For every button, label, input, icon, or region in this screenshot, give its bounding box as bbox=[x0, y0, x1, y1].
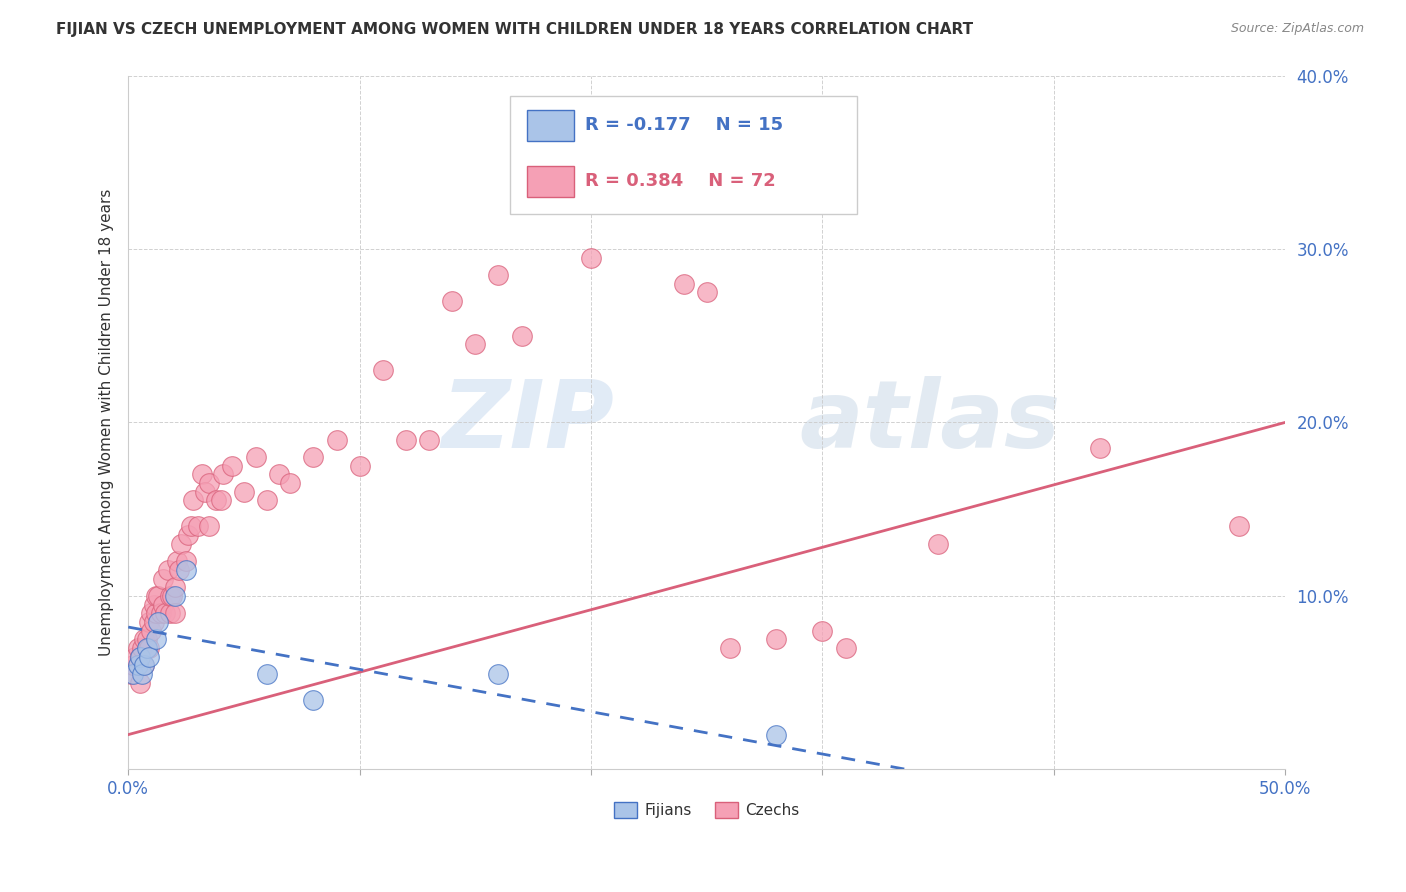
Point bbox=[510, 328, 533, 343]
Point bbox=[155, 606, 177, 620]
Point bbox=[152, 598, 174, 612]
Point bbox=[765, 632, 787, 647]
Y-axis label: Unemployment Among Women with Children Under 18 years: Unemployment Among Women with Children U… bbox=[100, 189, 114, 657]
Point bbox=[163, 589, 186, 603]
Point bbox=[170, 537, 193, 551]
Point bbox=[148, 615, 170, 629]
Point bbox=[163, 606, 186, 620]
Point bbox=[371, 363, 394, 377]
Point bbox=[811, 624, 834, 638]
Point bbox=[156, 563, 179, 577]
Text: atlas: atlas bbox=[799, 376, 1060, 468]
Point bbox=[124, 649, 146, 664]
Point bbox=[138, 615, 160, 629]
Point bbox=[1088, 442, 1111, 456]
Point bbox=[302, 450, 325, 464]
Point bbox=[131, 640, 153, 655]
Point bbox=[834, 640, 856, 655]
Point bbox=[198, 519, 221, 533]
Point bbox=[557, 181, 579, 195]
Point bbox=[194, 484, 217, 499]
Point bbox=[138, 640, 160, 655]
Point bbox=[464, 337, 486, 351]
Point bbox=[177, 528, 200, 542]
Point bbox=[145, 589, 167, 603]
Text: Source: ZipAtlas.com: Source: ZipAtlas.com bbox=[1230, 22, 1364, 36]
Point bbox=[349, 458, 371, 473]
Point bbox=[325, 433, 347, 447]
Point bbox=[160, 589, 183, 603]
Point bbox=[131, 667, 153, 681]
Point bbox=[221, 458, 243, 473]
Point bbox=[191, 467, 214, 482]
Point bbox=[166, 554, 188, 568]
Point bbox=[278, 476, 301, 491]
Point bbox=[579, 251, 602, 265]
Point bbox=[135, 640, 157, 655]
Point bbox=[142, 615, 165, 629]
Text: FIJIAN VS CZECH UNEMPLOYMENT AMONG WOMEN WITH CHILDREN UNDER 18 YEARS CORRELATIO: FIJIAN VS CZECH UNEMPLOYMENT AMONG WOMEN… bbox=[56, 22, 973, 37]
Point bbox=[488, 268, 510, 282]
Point bbox=[134, 658, 156, 673]
Point bbox=[927, 537, 949, 551]
Point bbox=[128, 649, 150, 664]
Point bbox=[134, 658, 156, 673]
Point bbox=[145, 632, 167, 647]
Point bbox=[148, 589, 170, 603]
Point bbox=[267, 467, 290, 482]
Point bbox=[159, 606, 181, 620]
Point bbox=[174, 554, 197, 568]
Bar bbox=[527, 166, 574, 197]
Text: R = -0.177    N = 15: R = -0.177 N = 15 bbox=[585, 117, 783, 135]
Point bbox=[152, 572, 174, 586]
Legend: Fijians, Czechs: Fijians, Czechs bbox=[607, 796, 806, 824]
Point bbox=[765, 728, 787, 742]
Point bbox=[122, 658, 145, 673]
Point bbox=[672, 277, 695, 291]
Point bbox=[626, 137, 648, 152]
Point bbox=[142, 598, 165, 612]
Point bbox=[418, 433, 440, 447]
Point bbox=[233, 484, 256, 499]
Point bbox=[395, 433, 418, 447]
Point bbox=[120, 667, 142, 681]
Bar bbox=[527, 111, 574, 142]
Point bbox=[145, 606, 167, 620]
Point bbox=[128, 675, 150, 690]
Point bbox=[149, 606, 172, 620]
Point bbox=[209, 493, 232, 508]
Point bbox=[141, 606, 163, 620]
Point bbox=[441, 293, 464, 308]
Point bbox=[135, 632, 157, 647]
Point bbox=[122, 667, 145, 681]
Point bbox=[1227, 519, 1250, 533]
Point bbox=[187, 519, 209, 533]
Text: ZIP: ZIP bbox=[441, 376, 614, 468]
Point bbox=[127, 640, 149, 655]
Point bbox=[174, 563, 197, 577]
Point bbox=[205, 493, 228, 508]
Point bbox=[696, 285, 718, 300]
FancyBboxPatch shape bbox=[510, 96, 858, 214]
Point bbox=[127, 658, 149, 673]
Point bbox=[167, 563, 190, 577]
Point bbox=[134, 632, 156, 647]
Point bbox=[159, 589, 181, 603]
Point bbox=[181, 493, 204, 508]
Point bbox=[128, 649, 150, 664]
Point bbox=[488, 667, 510, 681]
Point bbox=[245, 450, 267, 464]
Point bbox=[302, 693, 325, 707]
Point bbox=[212, 467, 235, 482]
Point bbox=[163, 580, 186, 594]
Point bbox=[198, 476, 221, 491]
Point bbox=[138, 649, 160, 664]
Point bbox=[718, 640, 741, 655]
Point bbox=[141, 624, 163, 638]
Point bbox=[256, 667, 278, 681]
Point bbox=[256, 493, 278, 508]
Text: R = 0.384    N = 72: R = 0.384 N = 72 bbox=[585, 172, 776, 190]
Point bbox=[180, 519, 202, 533]
